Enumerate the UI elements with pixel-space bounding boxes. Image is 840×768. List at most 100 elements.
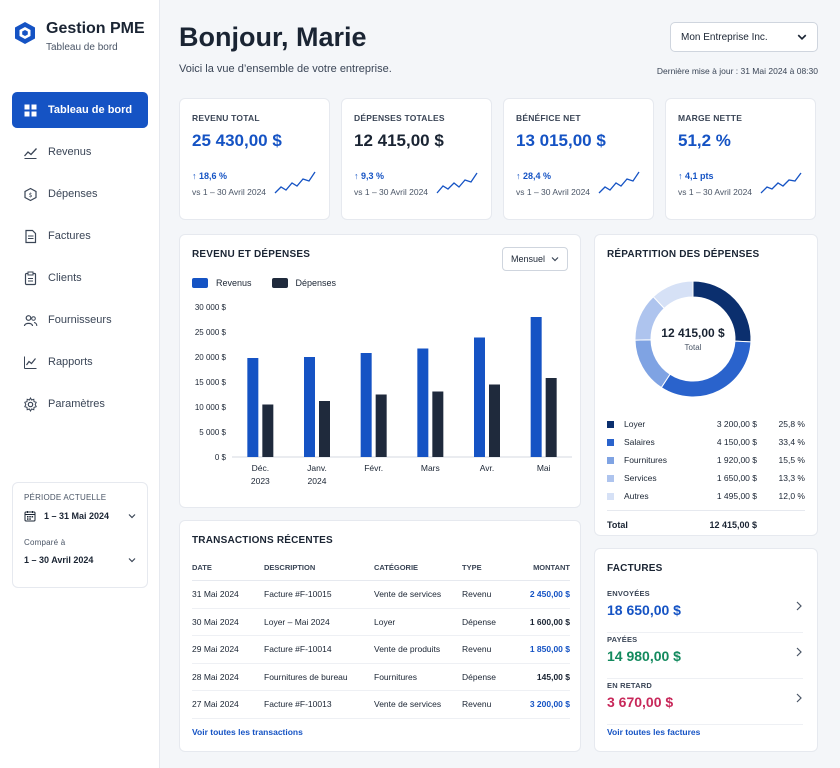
cell-date: 29 Mai 2024 <box>192 635 264 664</box>
sidebar-item-dépenses[interactable]: $ Dépenses <box>12 176 148 212</box>
chevron-right-icon <box>796 647 802 657</box>
bar-revenus[interactable] <box>417 348 429 458</box>
kpi-card: REVENU TOTAL 25 430,00 $ ↑ 18,6 % vs 1 –… <box>179 98 330 220</box>
donut-slice-autres[interactable] <box>652 280 694 310</box>
y-tick-label: 25 000 $ <box>195 328 227 337</box>
company-select[interactable]: Mon Entreprise Inc. <box>670 22 818 52</box>
kpi-title: BÉNÉFICE NET <box>516 113 581 123</box>
bar-dépenses[interactable] <box>319 401 330 457</box>
category-amount: 1 650,00 $ <box>716 473 757 483</box>
cell-category: Vente de services <box>374 580 462 609</box>
chart-legend: Revenus Dépenses <box>192 278 356 288</box>
cell-description: Loyer – Mai 2024 <box>264 608 374 636</box>
category-amount: 4 150,00 $ <box>716 437 757 447</box>
view-all-transactions-link[interactable]: Voir toutes les transactions <box>192 727 303 737</box>
bar-chart-icon <box>22 354 38 370</box>
chevron-down-icon <box>128 558 136 563</box>
kpi-card: MARGE NETTE 51,2 % ↑ 4,1 pts vs 1 – 30 A… <box>665 98 816 220</box>
total-amount: 12 415,00 $ <box>709 519 757 530</box>
sidebar: Gestion PME Tableau de bord Tableau de b… <box>0 0 160 768</box>
invoice-status-value: 14 980,00 $ <box>607 648 681 664</box>
page-subtitle: Voici la vue d’ensemble de votre entrepr… <box>179 63 392 75</box>
invoice-status-payées[interactable]: PAYÉES 14 980,00 $ <box>607 635 803 679</box>
category-percent: 25,8 % <box>778 419 805 429</box>
x-tick-label: Févr. <box>364 463 383 473</box>
chevron-down-icon <box>128 514 136 519</box>
cell-type: Revenu <box>462 690 512 719</box>
current-period-dropdown[interactable]: 1 – 31 Mai 2024 <box>24 510 136 522</box>
kpi-card: BÉNÉFICE NET 13 015,00 $ ↑ 28,4 % vs 1 –… <box>503 98 654 220</box>
table-row[interactable]: 30 Mai 2024 Loyer – Mai 2024 Loyer Dépen… <box>192 608 570 636</box>
cell-amount: 2 450,00 $ <box>512 580 570 609</box>
invoice-status-en-retard[interactable]: EN RETARD 3 670,00 $ <box>607 681 803 725</box>
table-row[interactable]: 28 Mai 2024 Fournitures de bureau Fourni… <box>192 663 570 691</box>
bar-dépenses[interactable] <box>262 404 274 458</box>
sidebar-item-paramètres[interactable]: Paramètres <box>12 386 148 422</box>
gear-icon <box>22 396 38 412</box>
x-tick-label: Mai <box>537 463 551 473</box>
table-header-row: DATE DESCRIPTION CATÉGORIE TYPE MONTANT <box>192 563 570 581</box>
bar-revenus[interactable] <box>247 358 259 457</box>
x-tick-label: 2023 <box>251 476 270 486</box>
sidebar-item-fournisseurs[interactable]: Fournisseurs <box>12 302 148 338</box>
view-all-invoices-link[interactable]: Voir toutes les factures <box>607 727 701 737</box>
document-icon <box>22 228 38 244</box>
bar-revenus[interactable] <box>304 357 315 457</box>
table-row[interactable]: 29 Mai 2024 Facture #F-10014 Vente de pr… <box>192 635 570 664</box>
distribution-row: Fournitures 1 920,00 $ 15,5 % <box>607 451 805 469</box>
cell-amount: 1 850,00 $ <box>512 635 570 664</box>
sidebar-item-clients[interactable]: Clients <box>12 260 148 296</box>
sidebar-item-factures[interactable]: Factures <box>12 218 148 254</box>
kpi-title: DÉPENSES TOTALES <box>354 113 445 123</box>
table-row[interactable]: 31 Mai 2024 Facture #F-10015 Vente de se… <box>192 580 570 609</box>
cell-category: Vente de produits <box>374 635 462 664</box>
chevron-down-icon <box>797 34 807 41</box>
legend-swatch <box>607 456 614 464</box>
column-header-category: CATÉGORIE <box>374 563 462 581</box>
bar-revenus[interactable] <box>530 317 542 457</box>
sparkline-icon <box>274 171 316 194</box>
bar-revenus[interactable] <box>360 353 372 457</box>
cell-category: Loyer <box>374 608 462 636</box>
cell-amount: 1 600,00 $ <box>512 608 570 636</box>
cell-date: 31 Mai 2024 <box>192 580 264 609</box>
sidebar-item-revenus[interactable]: Revenus <box>12 134 148 170</box>
revenue-expense-chart-card: REVENU ET DÉPENSES Mensuel Revenus Dépens… <box>179 234 581 508</box>
kpi-comparison: vs 1 – 30 Avril 2024 <box>678 187 753 197</box>
brand-title: Gestion PME <box>46 20 145 37</box>
bar-dépenses[interactable] <box>545 378 557 457</box>
sidebar-item-label: Paramètres <box>48 398 105 410</box>
category-percent: 15,5 % <box>778 455 805 465</box>
cell-amount: 3 200,00 $ <box>512 690 570 719</box>
bar-dépenses[interactable] <box>432 391 444 458</box>
sparkline-icon <box>598 171 640 194</box>
chart-period-select[interactable]: Mensuel <box>502 247 568 271</box>
chart-period-value: Mensuel <box>511 254 546 264</box>
company-select-value: Mon Entreprise Inc. <box>681 31 768 43</box>
kpi-change: ↑ 9,3 % <box>354 171 385 181</box>
cell-type: Revenu <box>462 580 512 609</box>
brand-subtitle: Tableau de bord <box>46 42 118 53</box>
column-header-description: DESCRIPTION <box>264 563 374 581</box>
y-tick-label: 20 000 $ <box>195 353 227 362</box>
clipboard-icon <box>22 270 38 286</box>
legend-swatch <box>607 474 614 482</box>
kpi-change: ↑ 4,1 pts <box>678 171 714 181</box>
bar-revenus[interactable] <box>474 337 485 458</box>
invoice-status-envoyées[interactable]: ENVOYÉES 18 650,00 $ <box>607 589 803 633</box>
sidebar-item-rapports[interactable]: Rapports <box>12 344 148 380</box>
cell-description: Facture #F-10015 <box>264 580 374 609</box>
bar-dépenses[interactable] <box>375 394 387 458</box>
brand[interactable]: Gestion PME Tableau de bord <box>14 20 145 53</box>
distribution-title: RÉPARTITION DES DÉPENSES <box>607 249 760 260</box>
x-tick-label: Mars <box>421 463 440 473</box>
kpi-change: ↑ 18,6 % <box>192 171 228 181</box>
sidebar-item-tableau-de-bord[interactable]: Tableau de bord <box>12 92 148 128</box>
distribution-total-row: Total 12 415,00 $ <box>607 510 805 532</box>
table-row[interactable]: 27 Mai 2024 Facture #F-10013 Vente de se… <box>192 690 570 719</box>
legend-item: Revenus <box>192 278 252 288</box>
bar-dépenses[interactable] <box>489 384 500 458</box>
category-amount: 3 200,00 $ <box>716 419 757 429</box>
compare-period-dropdown[interactable]: 1 – 30 Avril 2024 <box>24 555 136 565</box>
invoice-status-label: PAYÉES <box>607 635 638 644</box>
